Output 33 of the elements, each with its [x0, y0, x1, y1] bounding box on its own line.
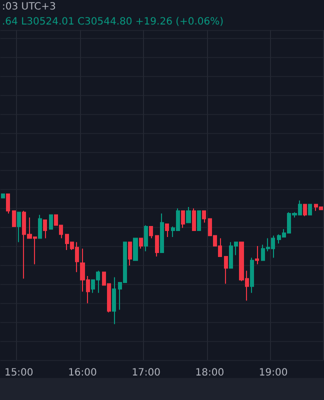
candlestick: [155, 235, 159, 257]
candlestick: [112, 276, 116, 325]
candlestick: [165, 223, 169, 238]
candlestick: [308, 204, 312, 216]
x-tick-label: 17:00: [132, 368, 161, 378]
candlestick: [133, 238, 138, 261]
candlestick: [250, 257, 254, 294]
candlestick: [128, 242, 132, 266]
x-tick-label: 15:00: [4, 368, 34, 378]
candlestick: [43, 220, 47, 239]
candlestick: [17, 212, 21, 243]
candlestick: [303, 204, 307, 217]
candlestick: [12, 210, 16, 228]
x-tick-label: 19:00: [258, 368, 288, 378]
candlestick: [49, 214, 53, 230]
candlestick: [255, 246, 259, 265]
candlestick: [6, 194, 10, 214]
x-tick-label: 16:00: [68, 368, 97, 378]
candlestick: [202, 210, 206, 224]
candlestick: [192, 208, 196, 231]
candlestick: [160, 213, 164, 254]
candlestick: [149, 226, 153, 239]
text: .64 L30524.01 C30544.80 +19.26 (+0.06%): [2, 16, 224, 28]
candlestick: [1, 194, 5, 198]
candlestick: [186, 206, 191, 224]
candlestick: [197, 210, 201, 231]
candlestick: [224, 256, 228, 284]
x-tick-label: 18:00: [195, 368, 224, 378]
candlestick: [144, 224, 148, 252]
candlestick: [139, 238, 143, 250]
text: :03 UTC+3: [2, 2, 56, 12]
candlestick: [181, 210, 185, 228]
candlestick: [38, 214, 42, 239]
